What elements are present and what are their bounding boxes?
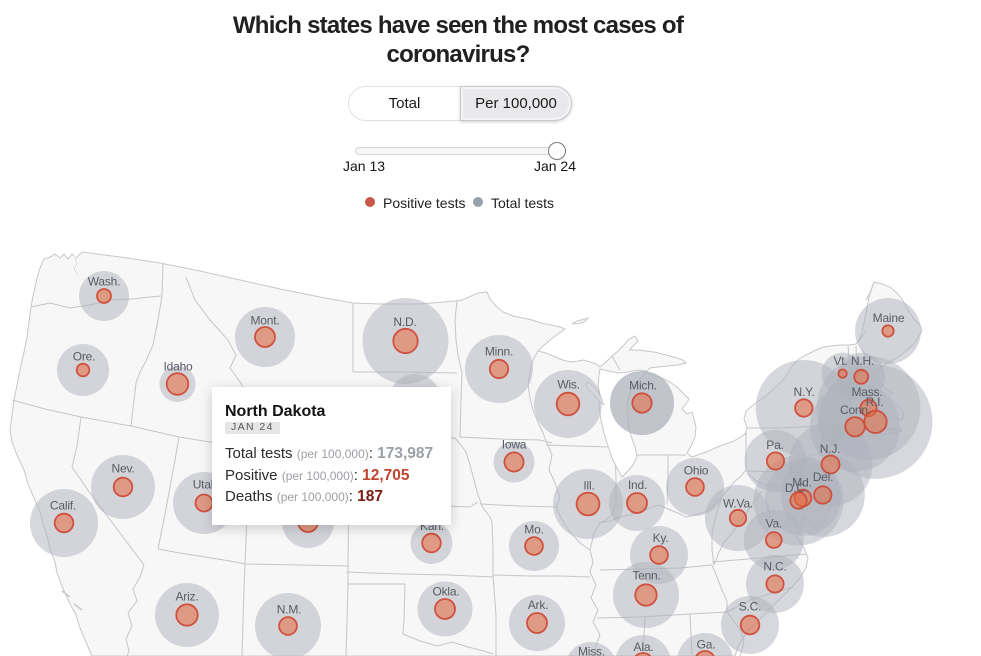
svg-text:Ark.: Ark. bbox=[528, 598, 549, 612]
svg-text:Mich.: Mich. bbox=[629, 379, 657, 393]
svg-text:Ore.: Ore. bbox=[73, 350, 96, 364]
svg-text:Ariz.: Ariz. bbox=[175, 590, 198, 604]
svg-text:Calif.: Calif. bbox=[50, 499, 76, 513]
svg-text:S.C.: S.C. bbox=[739, 600, 762, 614]
svg-text:Va.: Va. bbox=[766, 517, 783, 531]
svg-text:Ind.: Ind. bbox=[628, 478, 647, 492]
svg-text:Ill.: Ill. bbox=[583, 479, 594, 493]
svg-text:N.M.: N.M. bbox=[277, 603, 302, 617]
svg-text:Wash.: Wash. bbox=[88, 275, 121, 289]
svg-text:Minn.: Minn. bbox=[485, 345, 513, 359]
svg-text:N.C.: N.C. bbox=[763, 560, 786, 574]
svg-text:Pa.: Pa. bbox=[766, 438, 783, 452]
svg-text:Miss.: Miss. bbox=[578, 645, 605, 656]
svg-text:Del.: Del. bbox=[813, 470, 834, 484]
svg-text:D.C.: D.C. bbox=[785, 481, 808, 495]
svg-text:Okla.: Okla. bbox=[432, 585, 459, 599]
svg-text:Mass.: Mass. bbox=[851, 385, 882, 399]
svg-text:Ga.: Ga. bbox=[697, 638, 716, 652]
svg-text:W.Va.: W.Va. bbox=[723, 497, 753, 511]
svg-text:Maine: Maine bbox=[873, 311, 905, 325]
svg-text:N.J.: N.J. bbox=[820, 442, 841, 456]
svg-text:Utah: Utah bbox=[193, 478, 218, 492]
svg-text:Vt.: Vt. bbox=[833, 354, 847, 368]
svg-text:N.H.: N.H. bbox=[851, 354, 874, 368]
svg-text:Conn.: Conn. bbox=[840, 403, 871, 417]
svg-text:Md.: Md. bbox=[792, 476, 811, 490]
svg-text:N.D.: N.D. bbox=[393, 315, 416, 329]
svg-text:Tenn.: Tenn. bbox=[632, 569, 660, 583]
svg-text:Ky.: Ky. bbox=[653, 531, 669, 545]
svg-text:Wis.: Wis. bbox=[557, 378, 580, 392]
svg-text:Ohio: Ohio bbox=[684, 464, 709, 478]
svg-text:Mont.: Mont. bbox=[250, 314, 279, 328]
svg-text:Ala.: Ala. bbox=[634, 640, 654, 654]
svg-text:Iowa: Iowa bbox=[502, 438, 527, 452]
svg-text:R.I.: R.I. bbox=[866, 395, 884, 409]
svg-text:Nev.: Nev. bbox=[112, 462, 135, 476]
svg-text:Mo.: Mo. bbox=[524, 523, 543, 537]
svg-text:Idaho: Idaho bbox=[163, 360, 193, 374]
svg-text:N.Y.: N.Y. bbox=[794, 385, 815, 399]
